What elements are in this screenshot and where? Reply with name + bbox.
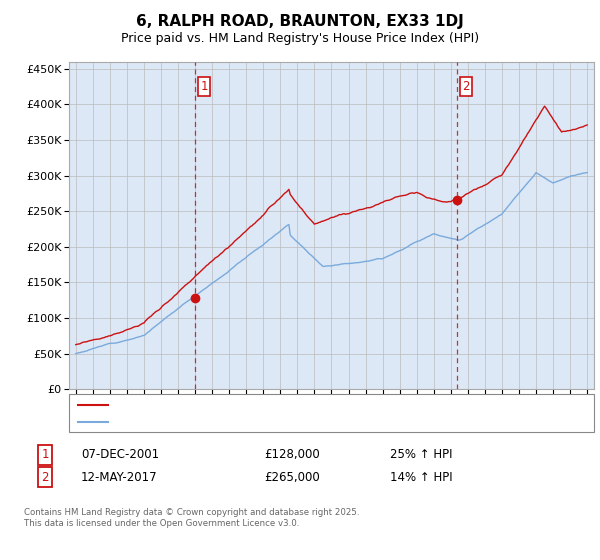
Text: Price paid vs. HM Land Registry's House Price Index (HPI): Price paid vs. HM Land Registry's House … (121, 32, 479, 45)
Text: 2: 2 (41, 470, 49, 484)
Text: 25% ↑ HPI: 25% ↑ HPI (390, 448, 452, 461)
Text: 1: 1 (200, 80, 208, 93)
Text: 1: 1 (41, 448, 49, 461)
Text: 2: 2 (462, 80, 470, 93)
Text: 14% ↑ HPI: 14% ↑ HPI (390, 470, 452, 484)
Text: 6, RALPH ROAD, BRAUNTON, EX33 1DJ: 6, RALPH ROAD, BRAUNTON, EX33 1DJ (136, 14, 464, 29)
Text: HPI: Average price, semi-detached house, North Devon: HPI: Average price, semi-detached house,… (114, 417, 401, 427)
Text: 07-DEC-2001: 07-DEC-2001 (81, 448, 159, 461)
Text: £128,000: £128,000 (264, 448, 320, 461)
Text: 12-MAY-2017: 12-MAY-2017 (81, 470, 158, 484)
Text: Contains HM Land Registry data © Crown copyright and database right 2025.
This d: Contains HM Land Registry data © Crown c… (24, 508, 359, 528)
Text: 6, RALPH ROAD, BRAUNTON, EX33 1DJ (semi-detached house): 6, RALPH ROAD, BRAUNTON, EX33 1DJ (semi-… (114, 400, 437, 410)
Text: £265,000: £265,000 (264, 470, 320, 484)
